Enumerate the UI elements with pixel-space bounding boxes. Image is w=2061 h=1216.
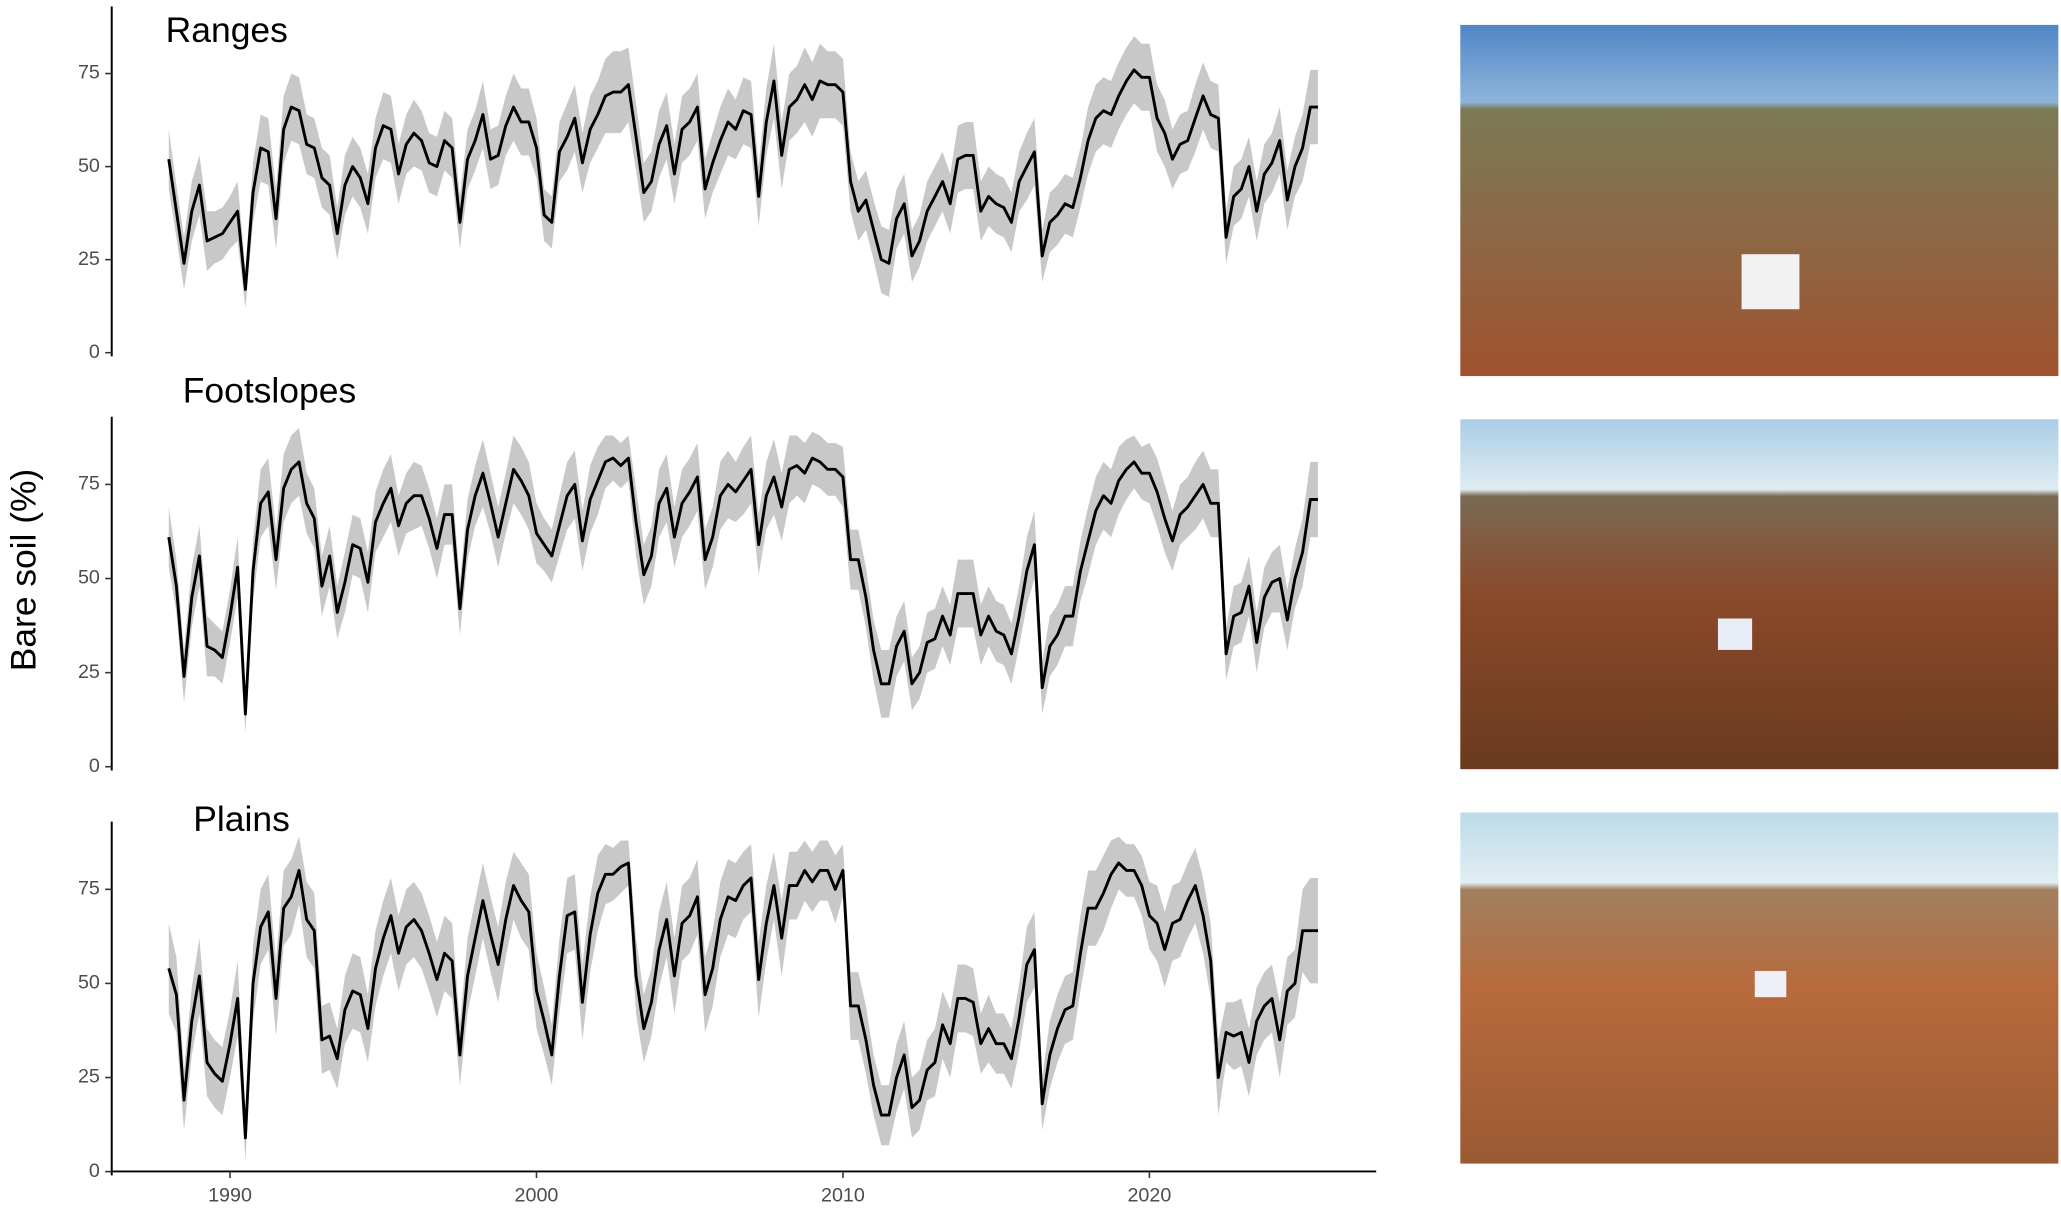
y-tick-label: 75 [78, 62, 100, 84]
y-tick-label: 0 [89, 1160, 100, 1182]
y-tick-label: 75 [78, 878, 100, 900]
panel-title: Plains [193, 799, 290, 839]
y-tick-label: 50 [78, 155, 100, 177]
line [167, 861, 1318, 1140]
y-axis-label: Bare soil (%) [4, 469, 44, 671]
x-tick-label: 1990 [208, 1185, 252, 1207]
photo-sign [1754, 970, 1787, 998]
y-tick-label: 25 [78, 1066, 100, 1088]
photo [1460, 419, 2059, 770]
plots: 0 25 50 75 Ranges 0 25 50 75 Footslopes Bare soil … [4, 6, 1377, 1207]
photo-sign [1741, 254, 1800, 310]
error-band [168, 427, 1318, 733]
x-tick-label: 2020 [1127, 1185, 1171, 1207]
y-tick-label: 0 [89, 755, 100, 777]
line [167, 456, 1318, 716]
line [167, 68, 1318, 291]
y-tick-label: 75 [78, 473, 100, 495]
y-tick-label: 25 [78, 661, 100, 683]
y-tick-label: 25 [78, 248, 100, 270]
y-tick-label: 0 [89, 341, 100, 363]
x-tick-label: 2000 [515, 1185, 559, 1207]
photo-sign [1717, 618, 1753, 650]
panel-title: Footslopes [183, 370, 357, 410]
y-tick-label: 50 [78, 567, 100, 589]
error-band [168, 836, 1318, 1161]
panel-title: Ranges [166, 10, 288, 50]
y-tick-label: 50 [78, 972, 100, 994]
photo [1460, 24, 2059, 377]
x-tick-label: 2010 [821, 1185, 865, 1207]
